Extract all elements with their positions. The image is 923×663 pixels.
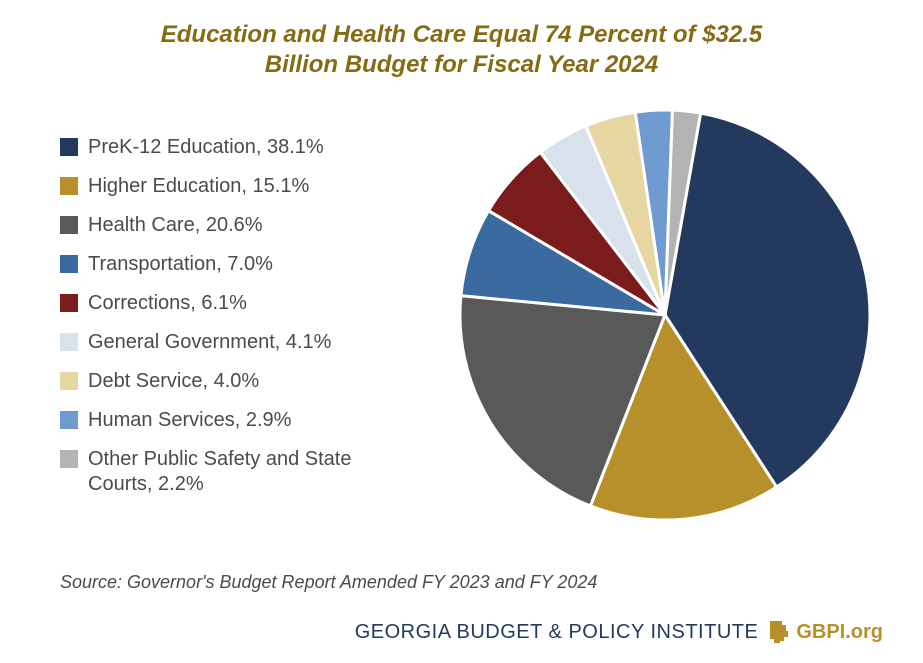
- legend-label: Higher Education, 15.1%: [88, 174, 309, 199]
- legend-item: Corrections, 6.1%: [60, 291, 400, 316]
- legend-swatch: [60, 372, 78, 390]
- legend-swatch: [60, 138, 78, 156]
- footer: GEORGIA BUDGET & POLICY INSTITUTE GBPI.o…: [355, 619, 883, 645]
- pie-chart: [450, 100, 880, 530]
- georgia-icon: [768, 619, 790, 645]
- legend-item: Debt Service, 4.0%: [60, 369, 400, 394]
- legend-label: Other Public Safety and State Courts, 2.…: [88, 447, 400, 497]
- legend-swatch: [60, 294, 78, 312]
- source-text: Source: Governor's Budget Report Amended…: [60, 572, 597, 593]
- legend-label: General Government, 4.1%: [88, 330, 331, 355]
- legend-item: Higher Education, 15.1%: [60, 174, 400, 199]
- legend-item: Other Public Safety and State Courts, 2.…: [60, 447, 400, 497]
- footer-site: GBPI.org: [796, 621, 883, 644]
- legend-swatch: [60, 177, 78, 195]
- legend-item: Health Care, 20.6%: [60, 213, 400, 238]
- legend: PreK-12 Education, 38.1% Higher Education…: [60, 135, 400, 511]
- legend-label: Health Care, 20.6%: [88, 213, 263, 238]
- footer-org-name: GEORGIA BUDGET & POLICY INSTITUTE: [355, 621, 759, 644]
- legend-item: Human Services, 2.9%: [60, 408, 400, 433]
- legend-swatch: [60, 333, 78, 351]
- legend-swatch: [60, 216, 78, 234]
- legend-label: PreK-12 Education, 38.1%: [88, 135, 324, 160]
- legend-label: Transportation, 7.0%: [88, 252, 273, 277]
- legend-label: Corrections, 6.1%: [88, 291, 247, 316]
- chart-title: Education and Health Care Equal 74 Perce…: [0, 20, 923, 80]
- legend-item: PreK-12 Education, 38.1%: [60, 135, 400, 160]
- legend-swatch: [60, 450, 78, 468]
- chart-container: Education and Health Care Equal 74 Perce…: [0, 0, 923, 663]
- legend-swatch: [60, 411, 78, 429]
- legend-label: Debt Service, 4.0%: [88, 369, 259, 394]
- legend-label: Human Services, 2.9%: [88, 408, 291, 433]
- pie-svg: [450, 100, 880, 530]
- legend-item: General Government, 4.1%: [60, 330, 400, 355]
- title-line-1: Education and Health Care Equal 74 Perce…: [161, 21, 763, 48]
- legend-swatch: [60, 255, 78, 273]
- legend-item: Transportation, 7.0%: [60, 252, 400, 277]
- title-line-2: Billion Budget for Fiscal Year 2024: [265, 51, 658, 78]
